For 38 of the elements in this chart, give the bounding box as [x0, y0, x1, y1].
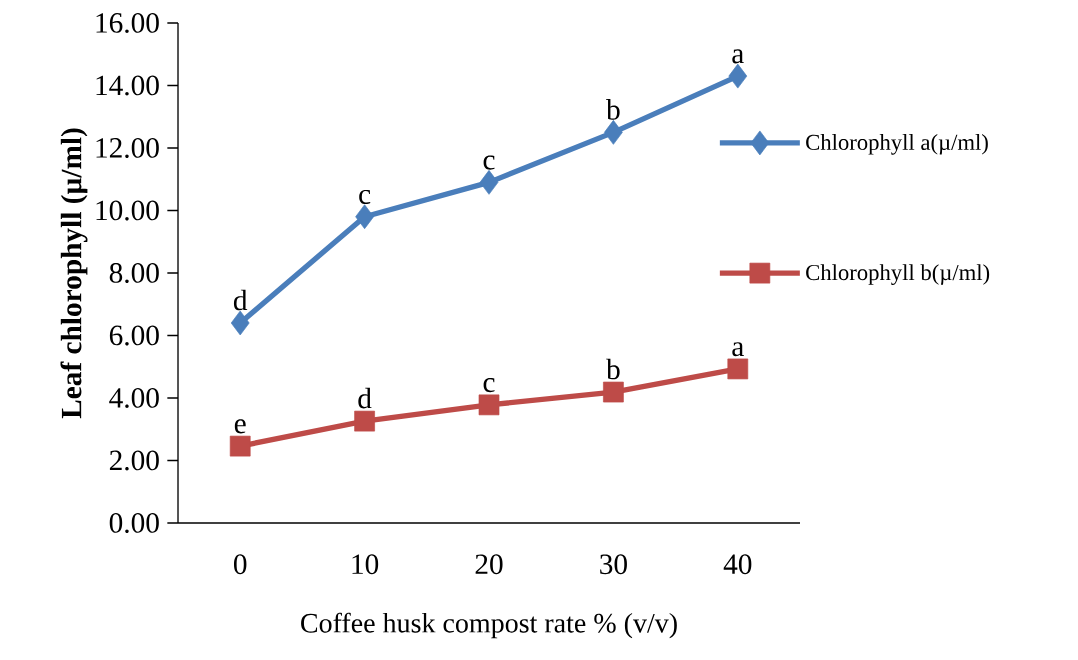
point — [230, 310, 250, 336]
y-tick-label: 4.00 — [109, 388, 159, 408]
annotation: a — [732, 342, 744, 357]
y-tick-label: 2.00 — [109, 450, 159, 471]
annotation: d — [358, 387, 372, 409]
point — [478, 394, 500, 416]
point — [229, 435, 251, 457]
annotation: c — [483, 378, 495, 393]
point — [354, 410, 375, 432]
annotation: e — [234, 419, 246, 434]
x-tick-label: 0 — [233, 554, 247, 575]
x-tick-label: 40 — [723, 554, 752, 575]
annotation: d — [233, 289, 248, 311]
annotation: a — [732, 49, 744, 64]
point — [728, 63, 748, 89]
y-tick-label: 12.00 — [96, 138, 159, 158]
y-tick-label: 8.00 — [109, 263, 159, 283]
x-tick-label: 30 — [600, 554, 627, 575]
point — [603, 381, 624, 403]
x-tick-label: 20 — [475, 554, 503, 575]
annotation: c — [359, 189, 371, 205]
annotation: c — [483, 155, 495, 170]
legend-label: Chlorophyll a(µ/ml) — [806, 134, 988, 155]
x-tick-label: 10 — [352, 554, 379, 575]
annotation: b — [606, 358, 620, 380]
y-axis-title: Leaf chlorophyll (µ/ml) — [60, 128, 88, 419]
point — [479, 170, 499, 195]
legend-label: Chlorophyll b(µ/ml) — [806, 264, 990, 285]
x-axis-title: Coffee husk compost rate % (v/v) — [301, 612, 677, 639]
y-tick-label: 16.00 — [96, 13, 159, 33]
y-tick-label: 6.00 — [109, 325, 159, 346]
point — [604, 120, 623, 145]
y-tick-label: 0.00 — [109, 513, 159, 533]
point — [355, 204, 374, 230]
y-tick-label: 14.00 — [96, 75, 159, 96]
annotation: b — [606, 99, 620, 120]
point — [727, 358, 749, 380]
y-tick-label: 10.00 — [96, 200, 159, 221]
